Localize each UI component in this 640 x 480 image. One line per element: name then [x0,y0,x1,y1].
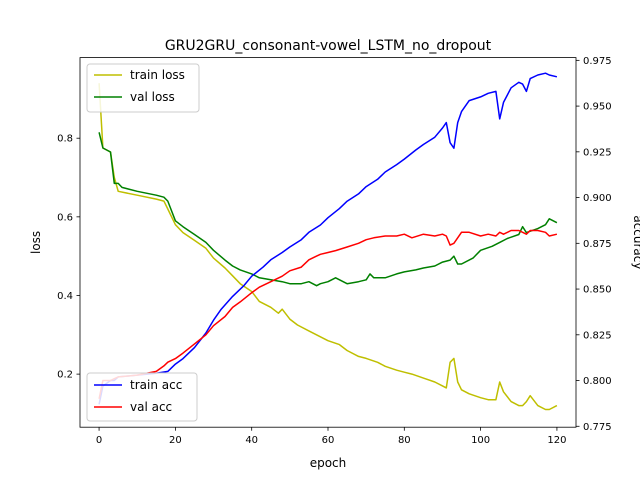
y-left-tick-label: 0.6 [57,212,73,223]
series-layer [98,72,558,411]
y-right-tick-label: 0.850 [583,285,612,296]
series-line-train-acc [98,72,558,405]
y-left-tick-label: 0.2 [57,370,73,381]
legend-loss-box [86,63,200,113]
legend-loss: train loss val loss [86,63,200,113]
x-axis-label: epoch [310,456,347,470]
series-line-val-loss [98,132,558,287]
y-right-tick-label: 0.800 [583,376,612,387]
x-tick-label: 100 [471,435,490,446]
series-line-val-acc [98,229,558,399]
y-right-tick-label: 0.925 [583,147,612,158]
y-right-tick-label: 0.875 [583,239,612,250]
y-right-tick-label: 0.775 [583,422,612,433]
legend-train-acc-label: train acc [130,378,182,392]
y-right-tick-label: 0.900 [583,193,612,204]
legend-val-loss-label: val loss [130,90,175,104]
y-axis-label-right: accuracy [631,215,640,269]
x-tick-label: 0 [96,435,102,446]
x-tick-label: 80 [398,435,411,446]
y-left-tick-label: 0.8 [57,134,73,145]
y-axis-label-left: loss [29,231,43,254]
chart-title: GRU2GRU_consonant-vowel_LSTM_no_dropout [165,38,492,54]
y-ticks-left: 0.2 0.4 0.6 0.8 [57,134,80,381]
y-ticks-right: 0.775 0.800 0.825 0.850 0.875 0.900 0.925 0.950… [576,56,612,433]
y-left-tick-label: 0.4 [57,291,73,302]
y-right-tick-label: 0.825 [583,330,612,341]
x-tick-label: 120 [547,435,566,446]
legend-val-acc-label: val acc [130,400,172,414]
series-line-train-loss [98,83,558,411]
x-ticks: 0 20 40 60 80 100 120 [96,427,566,446]
legend-train-loss-label: train loss [130,68,185,82]
y-right-tick-label: 0.950 [583,102,612,113]
legend-acc: train acc val acc [86,372,198,422]
x-tick-label: 40 [245,435,258,446]
x-tick-label: 60 [322,435,335,446]
x-tick-label: 20 [169,435,182,446]
y-right-tick-label: 0.975 [583,56,612,67]
